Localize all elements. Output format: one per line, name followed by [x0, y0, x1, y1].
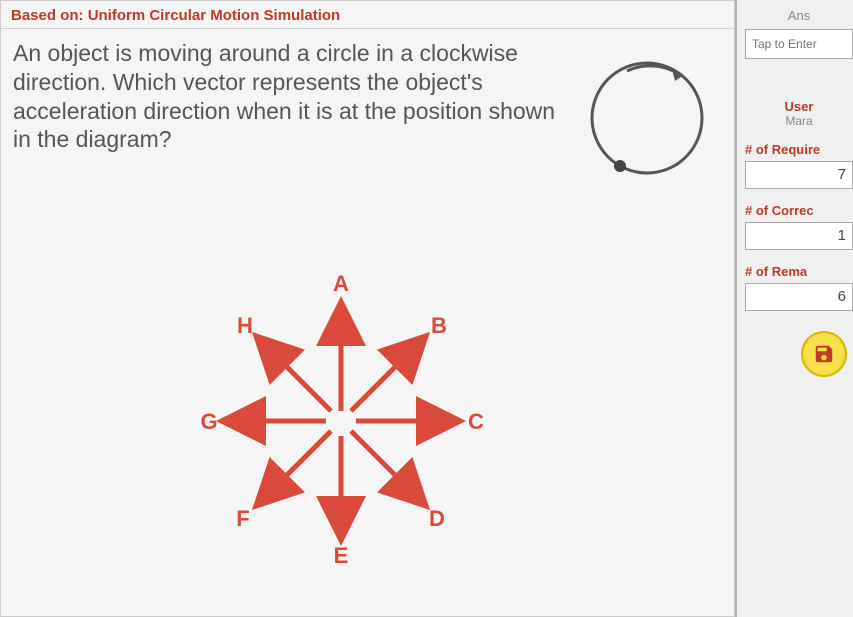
label-h: H	[237, 313, 253, 338]
arrow-h	[259, 339, 331, 411]
arrow-group	[226, 306, 456, 536]
label-f: F	[236, 506, 249, 531]
label-e: E	[334, 543, 349, 568]
question-area: An object is moving around a circle in a…	[1, 29, 734, 193]
arrow-d	[351, 431, 423, 503]
remaining-value: 6	[745, 283, 853, 311]
compass-rose: A B C D E F G H	[171, 251, 511, 591]
motion-circle	[592, 63, 702, 173]
based-on-title: Uniform Circular Motion Simulation	[88, 7, 341, 24]
correct-label: # of Correc	[745, 203, 853, 218]
required-label: # of Require	[745, 142, 853, 157]
save-button[interactable]	[801, 331, 847, 377]
main-panel: Based on: Uniform Circular Motion Simula…	[0, 0, 735, 617]
label-b: B	[431, 313, 447, 338]
answer-heading: Ans	[745, 8, 853, 23]
arrow-f	[259, 431, 331, 503]
side-panel: Ans User Mara # of Require 7 # of Correc…	[735, 0, 853, 617]
required-value: 7	[745, 161, 853, 189]
label-g: G	[200, 409, 217, 434]
answer-input[interactable]	[745, 29, 853, 59]
based-on-label: Based on:	[11, 7, 84, 24]
user-subheading: Mara	[745, 114, 853, 128]
save-icon	[813, 343, 835, 365]
object-dot	[614, 160, 626, 172]
label-c: C	[468, 409, 484, 434]
label-a: A	[333, 271, 349, 296]
label-d: D	[429, 506, 445, 531]
question-text: An object is moving around a circle in a…	[13, 39, 562, 193]
arrow-b	[351, 339, 423, 411]
circle-diagram	[572, 43, 722, 193]
header-bar: Based on: Uniform Circular Motion Simula…	[1, 1, 734, 29]
user-heading: User	[745, 99, 853, 114]
remaining-label: # of Rema	[745, 264, 853, 279]
correct-value: 1	[745, 222, 853, 250]
